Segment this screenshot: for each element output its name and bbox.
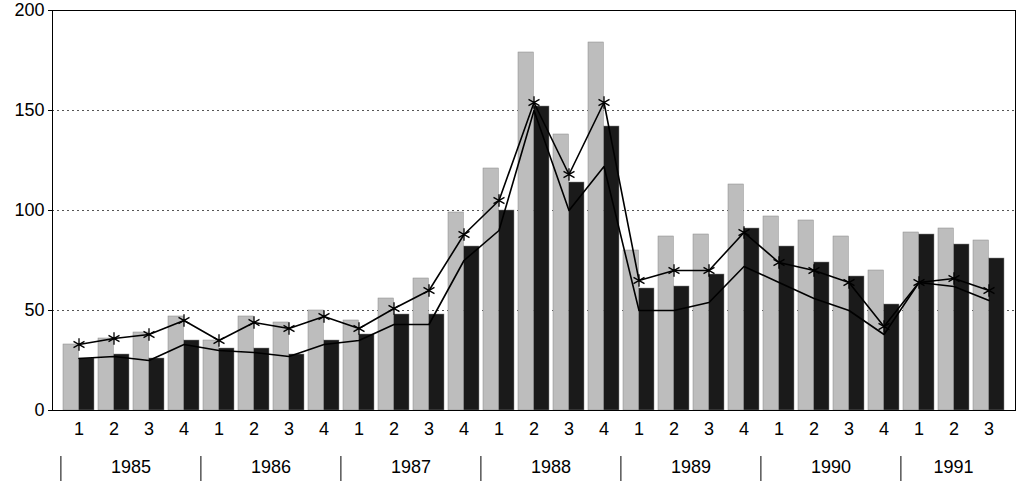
svg-text:1: 1 bbox=[634, 419, 644, 439]
svg-text:2: 2 bbox=[249, 419, 259, 439]
svg-text:1991: 1991 bbox=[933, 457, 973, 477]
svg-text:1987: 1987 bbox=[391, 457, 431, 477]
svg-text:1989: 1989 bbox=[671, 457, 711, 477]
svg-text:3: 3 bbox=[984, 419, 994, 439]
svg-text:0: 0 bbox=[34, 400, 44, 420]
svg-text:2: 2 bbox=[669, 419, 679, 439]
svg-text:200: 200 bbox=[14, 0, 44, 20]
svg-text:3: 3 bbox=[144, 419, 154, 439]
svg-text:4: 4 bbox=[739, 419, 749, 439]
svg-text:1: 1 bbox=[354, 419, 364, 439]
svg-text:1985: 1985 bbox=[111, 457, 151, 477]
svg-text:1986: 1986 bbox=[251, 457, 291, 477]
svg-text:1: 1 bbox=[214, 419, 224, 439]
svg-text:4: 4 bbox=[179, 419, 189, 439]
svg-text:150: 150 bbox=[14, 100, 44, 120]
svg-text:1: 1 bbox=[914, 419, 924, 439]
svg-text:50: 50 bbox=[24, 300, 44, 320]
svg-text:3: 3 bbox=[564, 419, 574, 439]
svg-text:3: 3 bbox=[424, 419, 434, 439]
svg-text:1988: 1988 bbox=[531, 457, 571, 477]
svg-text:4: 4 bbox=[319, 419, 329, 439]
svg-text:4: 4 bbox=[879, 419, 889, 439]
svg-text:3: 3 bbox=[704, 419, 714, 439]
svg-text:2: 2 bbox=[389, 419, 399, 439]
svg-text:4: 4 bbox=[459, 419, 469, 439]
svg-text:1: 1 bbox=[494, 419, 504, 439]
svg-text:1: 1 bbox=[774, 419, 784, 439]
svg-text:2: 2 bbox=[529, 419, 539, 439]
svg-text:4: 4 bbox=[599, 419, 609, 439]
svg-text:3: 3 bbox=[284, 419, 294, 439]
svg-text:2: 2 bbox=[809, 419, 819, 439]
svg-text:100: 100 bbox=[14, 200, 44, 220]
svg-text:2: 2 bbox=[109, 419, 119, 439]
svg-text:1990: 1990 bbox=[811, 457, 851, 477]
svg-text:3: 3 bbox=[844, 419, 854, 439]
svg-text:2: 2 bbox=[949, 419, 959, 439]
svg-text:1: 1 bbox=[74, 419, 84, 439]
